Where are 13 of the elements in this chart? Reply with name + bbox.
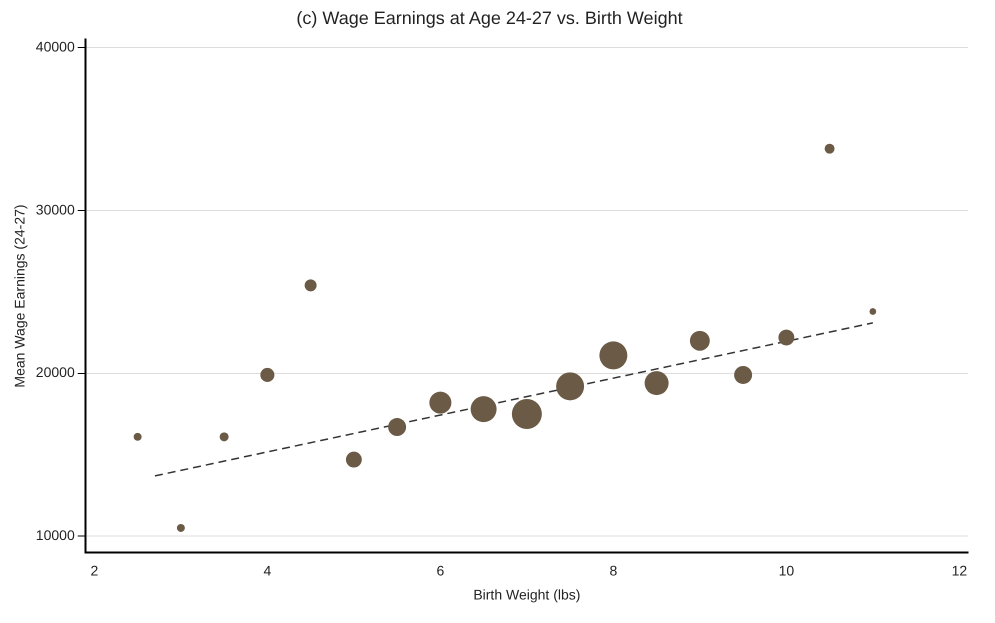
x-tick-label: 4 [263,562,272,579]
y-tick-label: 30000 [36,201,75,218]
x-tick-label: 6 [436,562,444,579]
x-tick-label: 8 [609,562,618,579]
x-tick-label: 10 [778,562,794,579]
y-tick-label: 40000 [36,38,75,55]
chart-title: (c) Wage Earnings at Age 24-27 vs. Birth Weight [296,8,683,28]
x-tick-label: 12 [952,562,968,579]
y-axis-title: Mean Wage Earnings (24-27) [11,204,28,388]
y-tick-label: 10000 [36,526,75,543]
y-tick-label: 20000 [36,364,75,380]
x-tick-label: 2 [90,562,98,579]
x-axis-title: Birth Weight (lbs) [473,586,580,602]
